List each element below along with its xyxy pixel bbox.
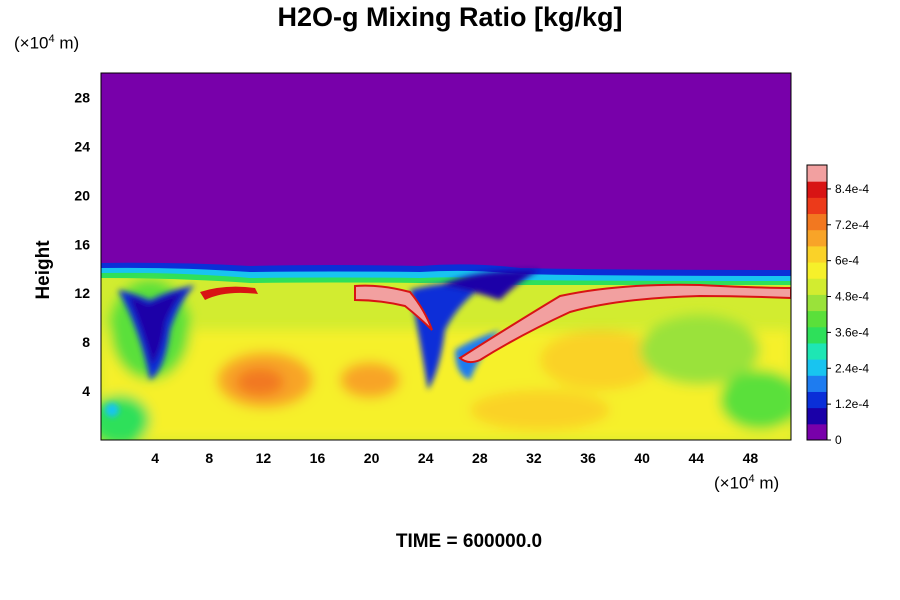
colorbar-swatch [807, 245, 827, 263]
y-tick-label: 20 [74, 187, 90, 203]
heatmap-field [101, 73, 791, 440]
peak-band-center [354, 284, 433, 331]
colorbar-frame [806, 164, 828, 441]
x-tick-label: 28 [472, 450, 488, 466]
x-axis-unit: (×104 m) [714, 473, 780, 493]
x-axis-ticks: 4 8 12 16 20 24 28 32 36 40 44 48 [151, 450, 758, 466]
colorbar-tick-label: 8.4e-4 [835, 182, 869, 196]
colorbar-swatch [807, 165, 827, 182]
colorbar-swatch [807, 391, 827, 409]
colorbar-swatch [807, 310, 827, 328]
colorbar-tick-label: 0 [835, 433, 842, 447]
x-tick-label: 12 [256, 450, 272, 466]
y-axis-unit: (×104 m) [14, 33, 80, 53]
colorbar-swatch [807, 359, 827, 376]
y-tick-label: 28 [74, 89, 90, 105]
colorbar-swatch [807, 278, 827, 295]
colorbar-tick-label: 1.2e-4 [835, 397, 869, 411]
colorbar-swatch [807, 181, 827, 198]
x-tick-label: 24 [418, 450, 434, 466]
x-tick-label: 40 [634, 450, 650, 466]
y-tick-label: 8 [82, 334, 90, 350]
x-tick-label: 16 [310, 450, 326, 466]
chart-title: H2O-g Mixing Ratio [kg/kg] [277, 2, 623, 32]
colorbar-swatch [807, 213, 827, 231]
peak-band-right [458, 283, 791, 364]
time-readout: TIME = 600000.0 [395, 531, 543, 552]
x-tick-label: 8 [205, 450, 213, 466]
colorbar-swatch [807, 229, 827, 247]
colorbar-swatch [807, 262, 827, 279]
colorbar-tick-label: 3.6e-4 [835, 325, 869, 339]
y-axis-ticks: 4 8 12 16 20 24 28 [74, 89, 90, 399]
colorbar-tick-label: 7.2e-4 [835, 218, 869, 232]
moist-core-texture [101, 280, 791, 440]
x-tick-label: 36 [580, 450, 596, 466]
x-tick-label: 32 [526, 450, 542, 466]
colorbar [806, 164, 828, 441]
colorbar-swatch [807, 197, 827, 215]
x-tick-label: 48 [743, 450, 759, 466]
colorbar-swatch [807, 294, 827, 312]
y-tick-label: 16 [74, 236, 90, 252]
x-tick-label: 20 [364, 450, 380, 466]
x-tick-label: 44 [689, 450, 705, 466]
colorbar-ticks: 0 1.2e-4 2.4e-4 3.6e-4 4.8e-4 6e-4 7.2e-4 8.4e-… [827, 182, 869, 447]
colorbar-tick-label: 6e-4 [835, 254, 859, 268]
y-tick-label: 12 [74, 285, 90, 301]
colorbar-swatch [807, 375, 827, 392]
colorbar-tick-label: 4.8e-4 [835, 290, 869, 304]
plot-frame [100, 72, 792, 441]
colorbar-swatch [807, 342, 827, 360]
y-tick-label: 4 [82, 383, 90, 399]
peak-band-left [200, 286, 258, 300]
colorbar-swatch [807, 407, 827, 425]
colorbar-swatch [807, 326, 827, 344]
colorbar-tick-label: 2.4e-4 [835, 361, 869, 375]
colorbar-swatch [807, 423, 827, 441]
y-tick-label: 24 [74, 138, 90, 154]
x-tick-label: 4 [151, 450, 159, 466]
